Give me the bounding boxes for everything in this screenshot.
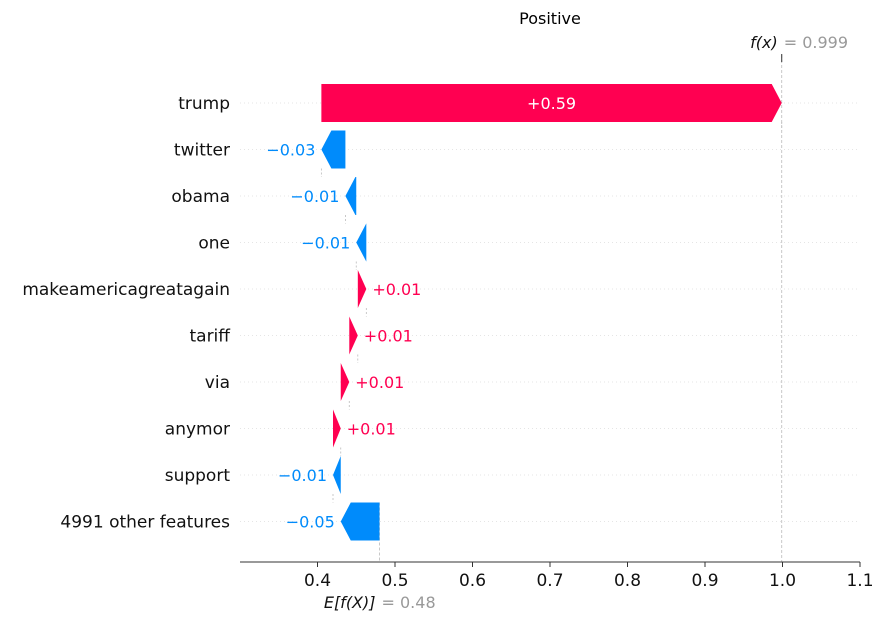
x-tick-label: 0.8 bbox=[614, 571, 641, 591]
waterfall-bar bbox=[333, 409, 341, 448]
feature-label: one bbox=[198, 234, 230, 254]
feature-label: trump bbox=[178, 94, 230, 114]
value-label: +0.01 bbox=[355, 373, 404, 392]
value-label: −0.01 bbox=[290, 187, 339, 206]
x-tick-label: 1.1 bbox=[846, 571, 873, 591]
value-label: −0.03 bbox=[266, 141, 315, 160]
waterfall-bar bbox=[356, 223, 367, 262]
waterfall-bar bbox=[340, 363, 350, 401]
waterfall-bar bbox=[349, 316, 358, 355]
base-label-symbol: E[f(X)] bbox=[324, 593, 376, 612]
feature-label: twitter bbox=[174, 141, 230, 161]
output-label-value: = 0.999 bbox=[784, 33, 848, 52]
value-label: −0.01 bbox=[301, 234, 350, 253]
value-label: −0.01 bbox=[278, 466, 327, 485]
feature-label: makeamericagreatagain bbox=[22, 280, 230, 300]
waterfall-bar bbox=[357, 270, 367, 308]
output-label-symbol: f(x) bbox=[750, 33, 778, 52]
value-label: +0.01 bbox=[347, 420, 396, 439]
feature-label: 4991 other features bbox=[60, 513, 230, 533]
feature-label: support bbox=[165, 466, 231, 486]
waterfall-bar bbox=[345, 177, 357, 215]
feature-label: via bbox=[205, 373, 230, 393]
feature-label: anymor bbox=[165, 420, 230, 440]
waterfall-bar bbox=[321, 130, 346, 169]
value-label: +0.59 bbox=[527, 94, 576, 113]
waterfall-bar bbox=[340, 502, 380, 541]
value-label: +0.01 bbox=[372, 280, 421, 299]
value-label: +0.01 bbox=[364, 327, 413, 346]
x-tick-label: 0.4 bbox=[304, 571, 331, 591]
feature-label: obama bbox=[171, 187, 230, 207]
waterfall-bar bbox=[321, 84, 782, 122]
waterfall-bar bbox=[333, 456, 341, 494]
x-tick-label: 0.6 bbox=[459, 571, 486, 591]
feature-label: tariff bbox=[189, 327, 231, 347]
x-tick-label: 0.9 bbox=[691, 571, 718, 591]
chart-title: Positive bbox=[519, 9, 581, 28]
base-label-value: = 0.48 bbox=[382, 593, 436, 612]
x-tick-label: 0.5 bbox=[381, 571, 408, 591]
value-label: −0.05 bbox=[286, 513, 335, 532]
x-tick-label: 0.7 bbox=[536, 571, 563, 591]
x-tick-label: 1.0 bbox=[769, 571, 796, 591]
